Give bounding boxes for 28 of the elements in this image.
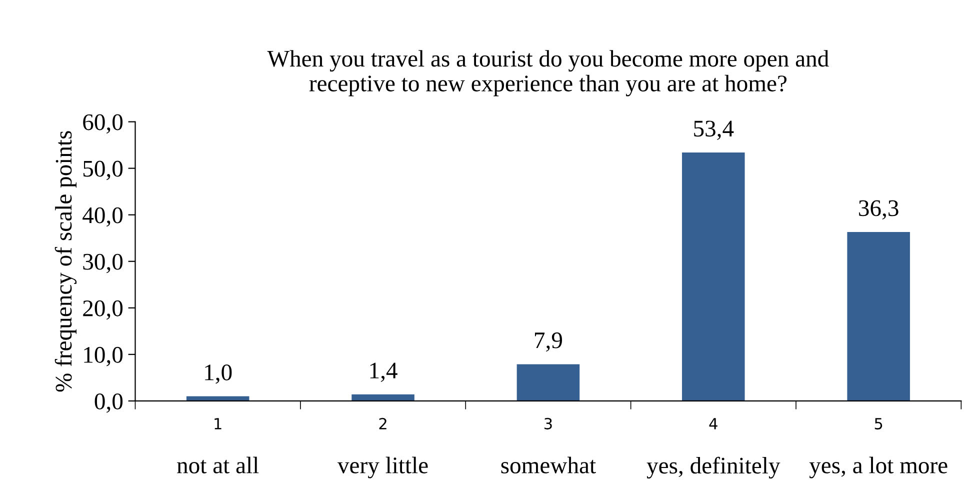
- y-tick-label: 60,0: [83, 114, 123, 134]
- data-label: 1,0: [205, 364, 232, 384]
- bar: [516, 364, 580, 401]
- x-tick-label: 4: [709, 418, 718, 430]
- x-tick-label: 3: [544, 418, 552, 430]
- x-tick-label: 1: [214, 418, 222, 430]
- data-label: 36,3: [859, 200, 898, 220]
- y-tick-label: 30,0: [83, 254, 123, 274]
- chart-title: When you travel as a tourist do you become more open and receptive to new experience than you are at home?: [267, 50, 829, 96]
- x-tick-label: 5: [874, 418, 882, 430]
- data-label: 7,9: [535, 332, 562, 352]
- text: yes, a lot more: [809, 456, 948, 478]
- data-label: 1,4: [370, 362, 398, 382]
- y-tick-label: 0,0: [94, 393, 123, 413]
- y-tick-label: 50,0: [83, 160, 123, 180]
- y-tick-label: 10,0: [84, 346, 123, 366]
- text: yes, definitely: [646, 456, 780, 479]
- text: not at all: [177, 456, 259, 474]
- data-label: 53,4: [694, 120, 734, 140]
- text: somewhat: [501, 456, 596, 474]
- bar: [682, 152, 745, 401]
- bar: [352, 394, 414, 401]
- y-tick-label: 40,0: [82, 207, 123, 227]
- y-tick-label: 20,0: [83, 300, 123, 320]
- x-tick-label: 2: [379, 418, 386, 430]
- text: very little: [337, 456, 428, 478]
- bar: [847, 232, 910, 401]
- y-axis-title: % frequency of scale points: [54, 131, 77, 392]
